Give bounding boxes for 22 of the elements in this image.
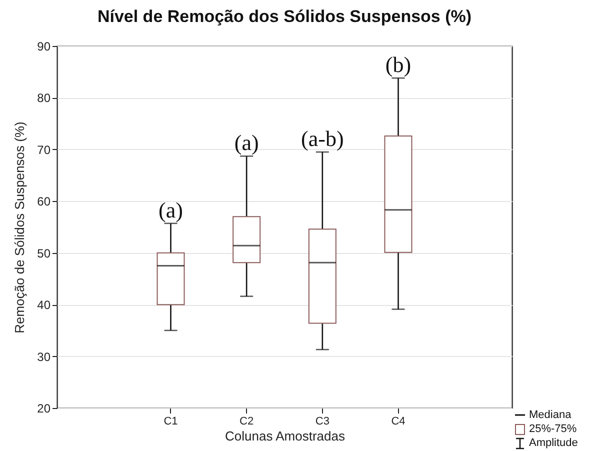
text: Amplitude <box>529 436 578 450</box>
x-tick-label: C1 <box>164 416 178 428</box>
annotation: (b) <box>385 52 412 78</box>
text: Mediana <box>529 408 572 422</box>
x-tick-label: C4 <box>391 416 406 428</box>
annotation: (a) <box>234 130 259 156</box>
annotation: (a-b) <box>301 126 344 152</box>
y-tick-label: 90 <box>37 40 51 54</box>
x-axis-title: Colunas Amostradas <box>225 428 346 444</box>
x-tick-label: C2 <box>240 416 254 428</box>
y-tick-label: 20 <box>37 402 51 416</box>
y-tick-label: 50 <box>37 246 51 260</box>
y-tick-label: 30 <box>37 350 51 364</box>
y-axis-title: Remoção de Sólidos Suspensos (%) <box>12 122 28 334</box>
y-tick-label: 40 <box>37 298 51 312</box>
y-tick-label: 60 <box>37 194 51 209</box>
y-tick-label: 80 <box>37 91 51 106</box>
x-tick-label: C3 <box>315 416 330 428</box>
annotation: (a) <box>158 197 183 222</box>
chart-title: Nível de Remoção dos Sólidos Suspensos (%) <box>97 7 472 26</box>
text: 25%-75% <box>529 422 577 436</box>
y-tick-label: 70 <box>37 142 51 157</box>
